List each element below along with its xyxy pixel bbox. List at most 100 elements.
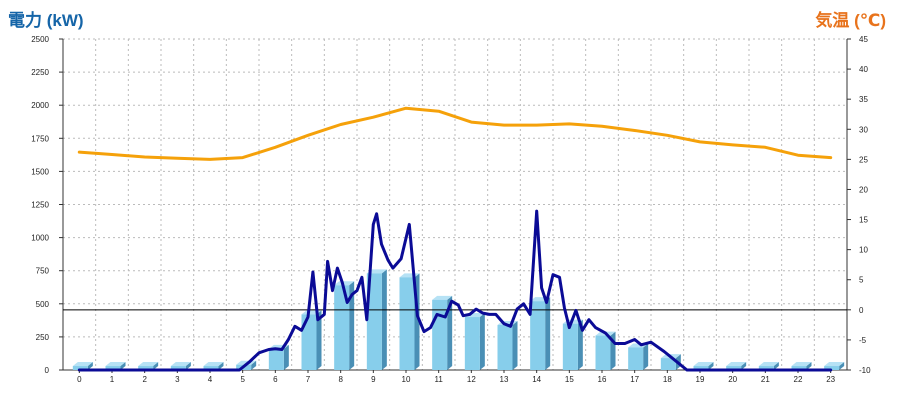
right-tick-label: 25 xyxy=(859,155,868,164)
x-tick-label: 6 xyxy=(273,375,278,384)
bar xyxy=(268,348,284,370)
bar-side xyxy=(447,295,453,370)
x-tick-label: 8 xyxy=(338,375,343,384)
x-tick-label: 3 xyxy=(175,375,180,384)
bar-side xyxy=(120,362,126,370)
bar-top xyxy=(203,362,224,367)
x-tick-label: 11 xyxy=(435,375,444,384)
left-tick-label: 1500 xyxy=(31,167,49,176)
x-tick-label: 22 xyxy=(794,375,803,384)
x-tick-label: 2 xyxy=(142,375,147,384)
bar xyxy=(628,347,644,370)
x-tick-label: 16 xyxy=(598,375,607,384)
bar xyxy=(726,366,742,370)
bar xyxy=(562,323,578,370)
left-tick-label: 500 xyxy=(36,300,50,309)
bar-side xyxy=(806,362,812,370)
x-tick-label: 14 xyxy=(532,375,541,384)
bar xyxy=(334,285,350,370)
left-axis-title: 電力 (kW) xyxy=(8,11,84,30)
bar xyxy=(530,301,546,370)
left-tick-label: 0 xyxy=(45,366,50,375)
temperature-line xyxy=(77,106,833,161)
x-tick-label: 1 xyxy=(110,375,115,384)
left-tick-label: 2500 xyxy=(31,35,49,44)
x-tick-label: 4 xyxy=(208,375,213,384)
bar xyxy=(497,324,513,370)
bar xyxy=(366,273,382,370)
bar xyxy=(138,366,154,370)
bar-top xyxy=(334,281,355,286)
bar xyxy=(203,366,219,370)
bar-side xyxy=(741,362,747,370)
right-tick-label: 40 xyxy=(859,65,868,74)
x-tick-label: 9 xyxy=(371,375,376,384)
bar-top xyxy=(791,362,812,367)
right-axis-title: 気温 (℃) xyxy=(815,11,886,30)
bar-top xyxy=(138,362,159,367)
bar xyxy=(72,366,88,370)
bar-top xyxy=(693,362,714,367)
right-tick-label: -5 xyxy=(859,336,867,345)
x-tick-label: 5 xyxy=(240,375,245,384)
bar xyxy=(464,317,480,370)
bar xyxy=(170,366,186,370)
bar xyxy=(824,366,840,370)
bar-top xyxy=(72,362,93,367)
left-tick-label: 2000 xyxy=(31,101,49,110)
right-tick-label: 5 xyxy=(859,276,864,285)
left-tick-label: 1250 xyxy=(31,201,49,210)
right-tick-label: -10 xyxy=(859,366,871,375)
x-tick-label: 21 xyxy=(761,375,770,384)
x-tick-label: 23 xyxy=(826,375,835,384)
bar xyxy=(791,366,807,370)
bar-side xyxy=(153,362,159,370)
x-tick-label: 10 xyxy=(402,375,411,384)
bar xyxy=(693,366,709,370)
bar-side xyxy=(479,313,485,370)
left-tick-label: 250 xyxy=(36,333,50,342)
left-tick-label: 1750 xyxy=(31,134,49,143)
right-tick-label: 10 xyxy=(859,246,868,255)
x-tick-label: 20 xyxy=(728,375,737,384)
bar-top xyxy=(726,362,747,367)
power-line xyxy=(77,209,833,372)
bar-side xyxy=(773,362,779,370)
x-tick-label: 15 xyxy=(565,375,574,384)
left-tick-label: 2250 xyxy=(31,68,49,77)
bar-top xyxy=(105,362,126,367)
x-tick-label: 18 xyxy=(663,375,672,384)
bar xyxy=(758,366,774,370)
bar-top xyxy=(824,362,845,367)
x-tick-label: 7 xyxy=(306,375,311,384)
bar xyxy=(105,366,121,370)
bar-side xyxy=(839,362,845,370)
left-tick-label: 1000 xyxy=(31,234,49,243)
bar-side xyxy=(251,360,257,370)
bar xyxy=(660,358,676,370)
bar xyxy=(432,299,448,370)
x-tick-label: 0 xyxy=(77,375,82,384)
right-tick-label: 20 xyxy=(859,185,868,194)
bar-side xyxy=(643,343,649,370)
right-tick-label: 15 xyxy=(859,216,868,225)
x-tick-label: 13 xyxy=(500,375,509,384)
x-tick-label: 12 xyxy=(467,375,476,384)
bar xyxy=(301,314,317,370)
bar-top xyxy=(432,295,453,300)
x-tick-label: 19 xyxy=(696,375,705,384)
right-tick-label: 30 xyxy=(859,125,868,134)
bar-side xyxy=(316,310,322,370)
bar-side xyxy=(283,344,289,370)
bar-side xyxy=(381,269,387,370)
bar-top xyxy=(758,362,779,367)
left-tick-label: 750 xyxy=(36,267,50,276)
bar-side xyxy=(218,362,224,370)
bar-side xyxy=(87,362,93,370)
right-tick-label: 45 xyxy=(859,35,868,44)
bar-top xyxy=(170,362,191,367)
bar-side xyxy=(708,362,714,370)
bar-top xyxy=(366,269,387,274)
